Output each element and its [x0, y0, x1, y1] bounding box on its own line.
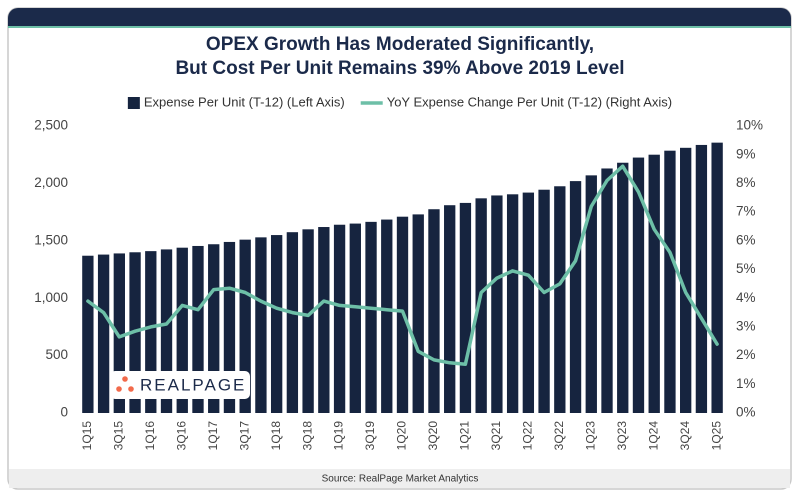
- legend: Expense Per Unit (T-12) (Left Axis) YoY E…: [127, 94, 672, 109]
- x-tick-label: 3Q18: [300, 421, 314, 451]
- top-accent: [8, 26, 791, 28]
- legend-item: YoY Expense Change Per Unit (T-12) (Righ…: [360, 94, 672, 109]
- x-tick-label: 3Q19: [363, 421, 377, 451]
- bar: [554, 186, 566, 413]
- bar: [664, 150, 676, 413]
- bar: [365, 221, 377, 413]
- legend-swatch: [127, 97, 140, 109]
- bar: [333, 224, 346, 413]
- x-tick-label: 1Q17: [206, 421, 220, 451]
- x-tick-label: 3Q15: [112, 421, 126, 451]
- x-tick-label: 3Q22: [552, 421, 566, 451]
- source: Source: RealPage Market Analytics: [322, 474, 479, 485]
- bar: [585, 175, 597, 413]
- x-tick-label: 1Q18: [269, 421, 283, 451]
- bar: [475, 198, 487, 413]
- plot: 0 500 1,000 1,500 2,000 2,500 0% 1% 2% 3% 4% 5% 6% 7%…: [34, 118, 763, 451]
- y2-tick-label: 4%: [736, 290, 756, 305]
- bar: [680, 147, 692, 413]
- y2-tick-label: 6%: [736, 232, 756, 247]
- bar: [97, 254, 110, 413]
- x-tick-label: 3Q17: [237, 421, 251, 451]
- y-tick-label: 1,500: [34, 232, 68, 247]
- x-tick-label: 3Q20: [426, 421, 440, 451]
- bar: [113, 253, 125, 413]
- logo-box: [110, 371, 250, 399]
- x-tick-label: 3Q21: [489, 421, 503, 451]
- bar: [349, 223, 361, 413]
- x-tick-label: 3Q23: [615, 421, 629, 451]
- bar: [302, 229, 314, 413]
- source-band: [9, 469, 790, 488]
- x-tick-label: 3Q16: [174, 421, 188, 451]
- legend-label: YoY Expense Change Per Unit (T-12) (Righ…: [387, 94, 672, 109]
- logo-dot: [116, 386, 122, 392]
- y-tick-label: 2,500: [34, 118, 68, 133]
- bar: [318, 227, 330, 413]
- bar: [239, 239, 251, 413]
- x-tick-label: 1Q24: [646, 421, 660, 451]
- bar: [208, 244, 220, 413]
- x-tick-label: 3Q24: [678, 421, 692, 451]
- y-tick-label: 0: [60, 405, 68, 420]
- y-tick-label: 1,000: [34, 290, 68, 305]
- bar: [522, 192, 535, 413]
- bar: [711, 142, 723, 413]
- x-tick-label: 1Q22: [521, 421, 535, 451]
- bar: [632, 157, 645, 413]
- bar: [538, 189, 550, 413]
- bar: [617, 162, 629, 413]
- y2-tick-label: 2%: [736, 347, 756, 362]
- y2-tick-label: 10%: [736, 118, 763, 133]
- bar: [648, 154, 660, 413]
- x-tick-label: 1Q20: [395, 421, 409, 451]
- x-tick-label: 1Q15: [80, 421, 94, 451]
- y2-tick-label: 0%: [736, 405, 756, 420]
- y2-tick-label: 1%: [736, 376, 756, 391]
- bar: [160, 249, 173, 413]
- chart-title: OPEX Growth Has Moderated Significantly,: [206, 34, 594, 55]
- bar: [491, 195, 503, 413]
- logo-text: REALPAGE: [140, 375, 246, 394]
- y2-tick-label: 5%: [736, 261, 756, 276]
- legend-item: Expense Per Unit (T-12) (Left Axis): [127, 94, 345, 109]
- top-band: [8, 8, 791, 26]
- bar: [428, 209, 440, 413]
- bar: [569, 181, 582, 413]
- x-tick-label: 1Q19: [332, 421, 346, 451]
- bar: [601, 168, 613, 413]
- y2-tick-label: 9%: [736, 146, 756, 161]
- bar: [444, 205, 456, 413]
- bar: [82, 255, 94, 413]
- bar: [506, 194, 519, 413]
- y2-tick-label: 7%: [736, 204, 756, 219]
- bar: [145, 251, 157, 413]
- y2-tick-label: 3%: [736, 318, 756, 333]
- line: [86, 164, 719, 366]
- bar: [270, 235, 283, 413]
- logo: REALPAGE: [110, 371, 250, 399]
- bar: [255, 237, 267, 413]
- logo-dot: [128, 386, 134, 392]
- y-tick-label: 500: [45, 347, 68, 362]
- bar: [176, 247, 188, 413]
- bar: [286, 232, 299, 413]
- x-tick-label: 1Q25: [709, 421, 723, 451]
- x-tick-label: 1Q16: [143, 421, 157, 451]
- bar: [223, 241, 236, 413]
- bar: [192, 245, 204, 413]
- legend-label: Expense Per Unit (T-12) (Left Axis): [144, 94, 345, 109]
- x-tick-label: 1Q21: [458, 421, 472, 451]
- y2-tick-label: 8%: [736, 175, 756, 190]
- bar: [412, 214, 424, 413]
- y-tick-label: 2,000: [34, 175, 68, 190]
- logo-dot: [122, 376, 128, 382]
- chart-title: But Cost Per Unit Remains 39% Above 2019…: [175, 58, 624, 79]
- x-tick-label: 1Q23: [583, 421, 597, 451]
- bar: [695, 144, 708, 413]
- bar: [381, 219, 393, 413]
- bar: [459, 202, 472, 413]
